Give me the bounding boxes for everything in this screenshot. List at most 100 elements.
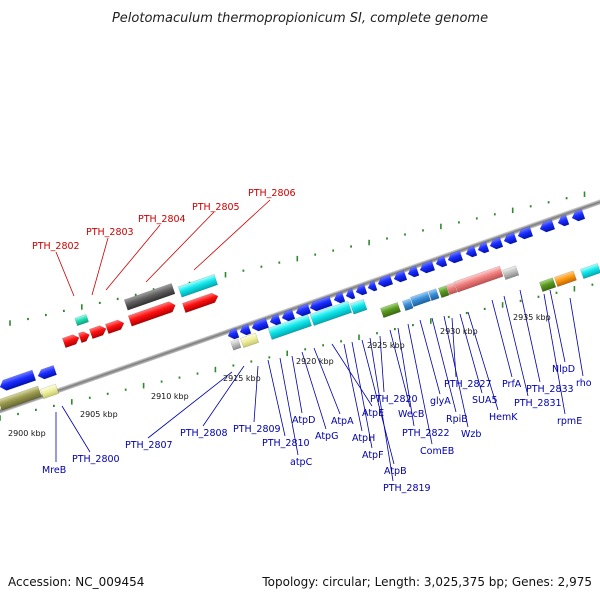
- gene-label-atpf: AtpF: [362, 450, 384, 461]
- gene-feature-steel-2: [410, 291, 431, 307]
- gene-feature-blue-24: [571, 209, 586, 222]
- gene-label-pth2809: PTH_2809: [233, 424, 281, 435]
- gene-feature-green-2: [438, 285, 450, 298]
- gene-feature-pth2806: [182, 292, 219, 313]
- gene-feature-blue-18: [477, 241, 490, 254]
- gene-feature-steel-3: [428, 288, 440, 301]
- genome-backbone: [0, 165, 600, 447]
- gene-feature-olive-left: [0, 385, 42, 411]
- gene-label-atpd: AtpD: [292, 415, 315, 426]
- gene-label-pth2820: PTH_2820: [370, 394, 418, 405]
- gene-feature-lgray-2: [502, 265, 520, 280]
- tick-label-2935: 2935 kbp: [513, 313, 551, 322]
- gene-feature-blue-15: [435, 255, 448, 268]
- gene-feature-blue-21: [517, 226, 534, 240]
- gene-feature-blue-1: [239, 323, 252, 336]
- tick-label-2905: 2905 kbp: [80, 410, 118, 419]
- gene-feature-blue-5: [295, 303, 312, 317]
- gene-feature-atp-cyan-2: [309, 300, 353, 326]
- gene-feature-blue-6: [309, 295, 333, 312]
- gene-label-pth2806: PTH_2806: [248, 188, 296, 199]
- top-strand-labels: PTH_2802 PTH_2803 PTH_2804 PTH_2805 PTH_…: [32, 188, 296, 252]
- gene-feature-pink-2: [453, 265, 504, 293]
- gene-feature-pth2804a: [89, 325, 107, 339]
- gene-feature-pth2800: [37, 365, 57, 380]
- gene-label-pth2822: PTH_2822: [402, 428, 450, 439]
- gene-label-hemk: HemK: [489, 412, 518, 423]
- gene-label-pth2800: PTH_2800: [72, 454, 120, 465]
- gene-label-pth2802: PTH_2802: [32, 241, 80, 252]
- tick-label-2910: 2910 kbp: [151, 392, 189, 401]
- gene-feature-blue-10: [367, 280, 378, 292]
- gene-feature-pink-1: [446, 282, 458, 295]
- gene-feature-blue-11: [377, 274, 394, 288]
- gene-feature-blue-0: [227, 327, 240, 340]
- gene-label-pth2819: PTH_2819: [383, 483, 431, 494]
- bottom-strand-labels: MreB PTH_2800 PTH_2807 PTH_2808 PTH_2809…: [42, 364, 592, 494]
- map-title: Pelotomaculum thermopropionicum SI, comp…: [112, 11, 488, 26]
- tick-labels: 2900 kbp 2905 kbp 2910 kbp 2915 kbp 2920…: [8, 313, 551, 438]
- gene-feature-blue-13: [407, 265, 420, 278]
- accession-text: Accession: NC_009454: [8, 575, 144, 589]
- gene-feature-teal: [74, 314, 89, 327]
- gene-label-comeb: ComEB: [420, 446, 454, 457]
- gene-feature-blue-14: [419, 260, 436, 274]
- gene-feature-blue-20: [503, 232, 518, 245]
- gene-label-pth2803: PTH_2803: [86, 227, 134, 238]
- gene-feature-gray: [123, 283, 176, 311]
- gene-feature-green-3: [539, 277, 557, 292]
- gene-label-wzb: Wzb: [461, 429, 481, 440]
- gene-label-sua5: SUA5: [472, 395, 498, 406]
- gene-feature-cyan-right: [580, 263, 600, 279]
- gene-label-pth2831: PTH_2831: [514, 398, 562, 409]
- gene-label-pth2808: PTH_2808: [180, 428, 228, 439]
- topology-text: Topology: circular; Length: 3,025,375 bp…: [261, 575, 592, 589]
- gene-feature-yellow: [240, 332, 260, 348]
- gene-label-mreb: MreB: [42, 465, 66, 476]
- label-callouts: [55, 199, 584, 482]
- gene-feature-blue-17: [465, 245, 478, 258]
- gene-feature-blue-7: [333, 291, 346, 304]
- gene-label-nlpd: NlpD: [552, 364, 575, 375]
- tick-label-2915: 2915 kbp: [223, 374, 261, 383]
- gene-label-pth2833: PTH_2833: [526, 384, 574, 395]
- tick-label-2925: 2925 kbp: [367, 341, 405, 350]
- gene-label-glya: glyA: [430, 396, 451, 407]
- gene-feature-lgray: [230, 338, 242, 351]
- gene-feature-blue-2: [251, 317, 270, 332]
- gene-label-rpme: rpmE: [557, 416, 582, 427]
- gene-label-atph: AtpH: [352, 433, 375, 444]
- gene-feature-pth2805: [127, 301, 176, 327]
- gene-feature-blue-19: [489, 237, 504, 250]
- gene-label-atpa: AtpA: [331, 416, 354, 427]
- gene-feature-mreb: [0, 369, 37, 391]
- gene-label-pth2805: PTH_2805: [192, 202, 240, 213]
- gene-feature-blue-3: [269, 313, 282, 326]
- gene-feature-atp-cyan-1: [267, 314, 312, 340]
- gene-feature-blue-23: [557, 214, 570, 227]
- gene-feature-blue-16: [447, 250, 464, 264]
- tick-label-2920: 2920 kbp: [296, 357, 334, 366]
- gene-label-pth2807: PTH_2807: [125, 440, 173, 451]
- gene-label-atpc: atpC: [290, 457, 313, 468]
- gene-feature-pth2804: [105, 319, 125, 334]
- gene-features: [0, 209, 600, 411]
- gene-label-wecb: WecB: [398, 409, 424, 420]
- gene-feature-pth2803: [78, 331, 90, 343]
- gene-label-prfa: PrfA: [502, 379, 522, 390]
- gene-feature-blue-9: [355, 283, 368, 296]
- gene-feature-orange: [554, 270, 577, 287]
- tick-label-2900: 2900 kbp: [8, 429, 46, 438]
- gene-feature-cyan-top: [177, 274, 218, 298]
- gene-label-atpb: AtpB: [384, 466, 407, 477]
- gene-feature-yellow-left: [40, 383, 60, 399]
- gene-feature-blue-8: [345, 288, 356, 300]
- gene-label-pth2804: PTH_2804: [138, 214, 186, 225]
- gene-feature-blue-22: [539, 219, 556, 233]
- gene-label-atpg: AtpG: [315, 431, 338, 442]
- gene-feature-blue-12: [393, 270, 408, 283]
- gene-feature-atp-cyan-3: [349, 298, 368, 315]
- gene-feature-blue-4: [281, 309, 296, 322]
- gene-label-atpe: AtpE: [362, 408, 384, 419]
